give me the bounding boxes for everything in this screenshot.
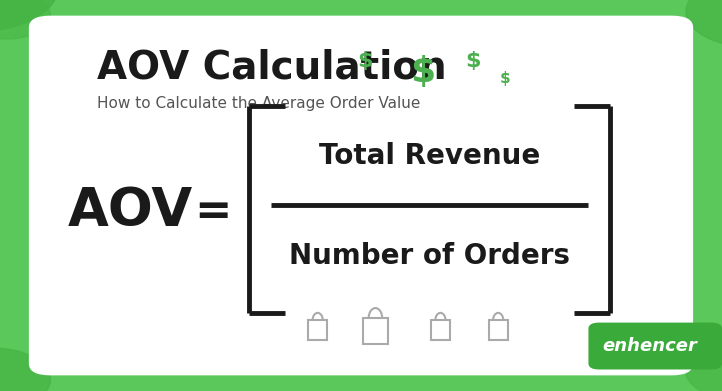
Circle shape [686,0,722,47]
Text: Total Revenue: Total Revenue [319,142,540,170]
Text: AOV Calculation: AOV Calculation [97,49,447,87]
Circle shape [0,348,51,391]
Circle shape [686,344,722,391]
Text: $: $ [465,50,481,71]
Circle shape [0,0,51,39]
FancyBboxPatch shape [29,16,693,375]
Text: How to Calculate the Average Order Value: How to Calculate the Average Order Value [97,96,421,111]
FancyBboxPatch shape [588,323,722,369]
Text: Number of Orders: Number of Orders [289,242,570,270]
Text: =: = [194,190,232,233]
Text: $: $ [500,71,510,86]
Text: $: $ [410,56,435,89]
Text: enhencer: enhencer [602,337,697,355]
Text: AOV: AOV [67,185,193,237]
Text: $: $ [357,50,373,71]
Circle shape [0,0,58,31]
